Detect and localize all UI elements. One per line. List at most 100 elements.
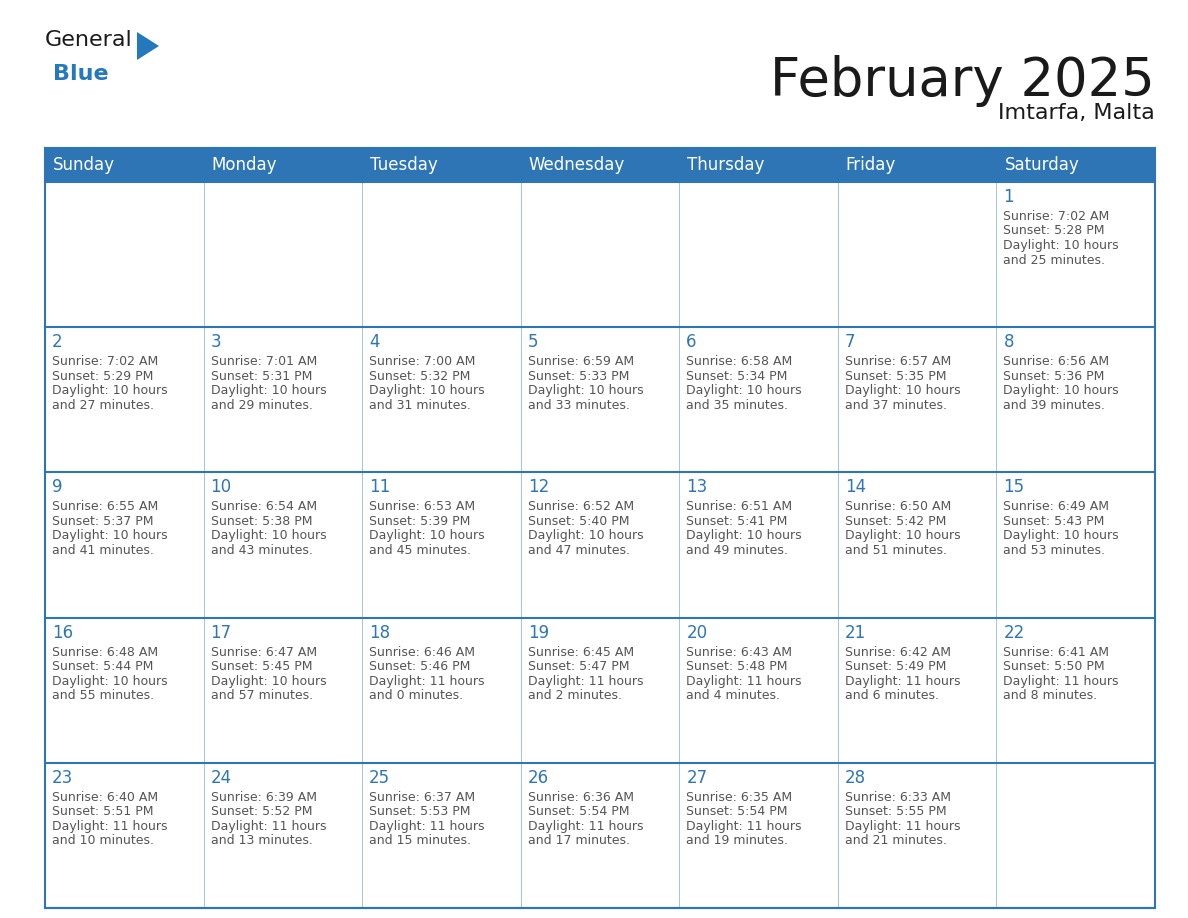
Text: and 53 minutes.: and 53 minutes. [1004, 543, 1105, 557]
Text: Daylight: 11 hours: Daylight: 11 hours [845, 820, 960, 833]
Bar [203, 182, 362, 327]
Text: 15: 15 [1004, 478, 1024, 497]
Bar [838, 327, 997, 473]
Text: Sunrise: 6:43 AM: Sunrise: 6:43 AM [687, 645, 792, 658]
Text: General: General [45, 30, 133, 50]
Text: Sunrise: 6:49 AM: Sunrise: 6:49 AM [1004, 500, 1110, 513]
Text: Sunset: 5:43 PM: Sunset: 5:43 PM [1004, 515, 1105, 528]
Bar [45, 148, 1155, 182]
Bar [680, 182, 838, 327]
Text: Daylight: 11 hours: Daylight: 11 hours [52, 820, 168, 833]
Text: Sunset: 5:32 PM: Sunset: 5:32 PM [369, 370, 470, 383]
Text: 5: 5 [527, 333, 538, 352]
Text: 8: 8 [1004, 333, 1013, 352]
Text: Sunrise: 7:00 AM: Sunrise: 7:00 AM [369, 355, 475, 368]
Text: Sunset: 5:49 PM: Sunset: 5:49 PM [845, 660, 946, 673]
Text: Sunset: 5:42 PM: Sunset: 5:42 PM [845, 515, 946, 528]
Text: and 0 minutes.: and 0 minutes. [369, 689, 463, 702]
Text: Daylight: 10 hours: Daylight: 10 hours [369, 385, 485, 397]
Bar [203, 763, 362, 908]
Bar [520, 473, 680, 618]
Text: and 33 minutes.: and 33 minutes. [527, 398, 630, 411]
Bar [838, 618, 997, 763]
Text: Sunset: 5:44 PM: Sunset: 5:44 PM [52, 660, 153, 673]
Bar [997, 327, 1155, 473]
Text: and 15 minutes.: and 15 minutes. [369, 834, 472, 847]
Bar [362, 327, 520, 473]
Text: and 6 minutes.: and 6 minutes. [845, 689, 939, 702]
Text: 22: 22 [1004, 623, 1025, 642]
Text: 25: 25 [369, 768, 391, 787]
Text: Daylight: 11 hours: Daylight: 11 hours [369, 675, 485, 688]
Text: and 21 minutes.: and 21 minutes. [845, 834, 947, 847]
Bar [520, 618, 680, 763]
Text: Sunset: 5:50 PM: Sunset: 5:50 PM [1004, 660, 1105, 673]
Text: and 55 minutes.: and 55 minutes. [52, 689, 154, 702]
Text: 23: 23 [52, 768, 74, 787]
Bar [680, 763, 838, 908]
Text: 26: 26 [527, 768, 549, 787]
Text: 4: 4 [369, 333, 380, 352]
Text: and 35 minutes.: and 35 minutes. [687, 398, 789, 411]
Text: and 41 minutes.: and 41 minutes. [52, 543, 154, 557]
Text: Monday: Monday [211, 156, 277, 174]
Bar [838, 182, 997, 327]
Text: Saturday: Saturday [1004, 156, 1079, 174]
Text: Sunrise: 6:33 AM: Sunrise: 6:33 AM [845, 790, 950, 804]
Text: Sunset: 5:54 PM: Sunset: 5:54 PM [527, 805, 630, 818]
Text: Daylight: 10 hours: Daylight: 10 hours [1004, 385, 1119, 397]
Text: 21: 21 [845, 623, 866, 642]
Bar [838, 473, 997, 618]
Text: and 37 minutes.: and 37 minutes. [845, 398, 947, 411]
Text: Sunset: 5:55 PM: Sunset: 5:55 PM [845, 805, 947, 818]
Text: Sunrise: 7:02 AM: Sunrise: 7:02 AM [52, 355, 158, 368]
Text: 7: 7 [845, 333, 855, 352]
Text: 12: 12 [527, 478, 549, 497]
Text: Sunrise: 6:51 AM: Sunrise: 6:51 AM [687, 500, 792, 513]
Text: 17: 17 [210, 623, 232, 642]
Text: Sunset: 5:41 PM: Sunset: 5:41 PM [687, 515, 788, 528]
Text: Sunrise: 6:52 AM: Sunrise: 6:52 AM [527, 500, 634, 513]
Text: and 17 minutes.: and 17 minutes. [527, 834, 630, 847]
Text: and 4 minutes.: and 4 minutes. [687, 689, 781, 702]
Text: Sunset: 5:28 PM: Sunset: 5:28 PM [1004, 225, 1105, 238]
Bar [362, 763, 520, 908]
Text: Sunrise: 6:45 AM: Sunrise: 6:45 AM [527, 645, 634, 658]
Text: 3: 3 [210, 333, 221, 352]
Text: 2: 2 [52, 333, 63, 352]
Text: and 39 minutes.: and 39 minutes. [1004, 398, 1105, 411]
Text: Sunset: 5:34 PM: Sunset: 5:34 PM [687, 370, 788, 383]
Text: 24: 24 [210, 768, 232, 787]
Text: Sunrise: 6:40 AM: Sunrise: 6:40 AM [52, 790, 158, 804]
Text: 28: 28 [845, 768, 866, 787]
Text: Daylight: 10 hours: Daylight: 10 hours [1004, 530, 1119, 543]
Bar [997, 473, 1155, 618]
Text: Daylight: 10 hours: Daylight: 10 hours [210, 530, 327, 543]
Text: Sunset: 5:45 PM: Sunset: 5:45 PM [210, 660, 312, 673]
Text: Daylight: 10 hours: Daylight: 10 hours [210, 385, 327, 397]
Bar [45, 148, 1155, 908]
Text: Daylight: 11 hours: Daylight: 11 hours [527, 820, 643, 833]
Text: Daylight: 10 hours: Daylight: 10 hours [52, 530, 168, 543]
Text: and 45 minutes.: and 45 minutes. [369, 543, 472, 557]
Bar [203, 618, 362, 763]
Bar [45, 327, 203, 473]
Text: Sunset: 5:52 PM: Sunset: 5:52 PM [210, 805, 312, 818]
Text: Daylight: 11 hours: Daylight: 11 hours [1004, 675, 1119, 688]
Text: Daylight: 10 hours: Daylight: 10 hours [527, 385, 644, 397]
Bar [997, 182, 1155, 327]
Text: Daylight: 11 hours: Daylight: 11 hours [210, 820, 326, 833]
Text: Imtarfa, Malta: Imtarfa, Malta [998, 103, 1155, 123]
Text: and 8 minutes.: and 8 minutes. [1004, 689, 1098, 702]
Text: Sunset: 5:38 PM: Sunset: 5:38 PM [210, 515, 312, 528]
Text: Sunrise: 6:35 AM: Sunrise: 6:35 AM [687, 790, 792, 804]
Text: and 31 minutes.: and 31 minutes. [369, 398, 470, 411]
Text: Sunset: 5:33 PM: Sunset: 5:33 PM [527, 370, 630, 383]
Text: Sunrise: 6:37 AM: Sunrise: 6:37 AM [369, 790, 475, 804]
Text: Sunset: 5:54 PM: Sunset: 5:54 PM [687, 805, 788, 818]
Bar [520, 327, 680, 473]
Text: Daylight: 10 hours: Daylight: 10 hours [210, 675, 327, 688]
Bar [997, 763, 1155, 908]
Text: Sunset: 5:48 PM: Sunset: 5:48 PM [687, 660, 788, 673]
Text: Sunrise: 6:47 AM: Sunrise: 6:47 AM [210, 645, 317, 658]
